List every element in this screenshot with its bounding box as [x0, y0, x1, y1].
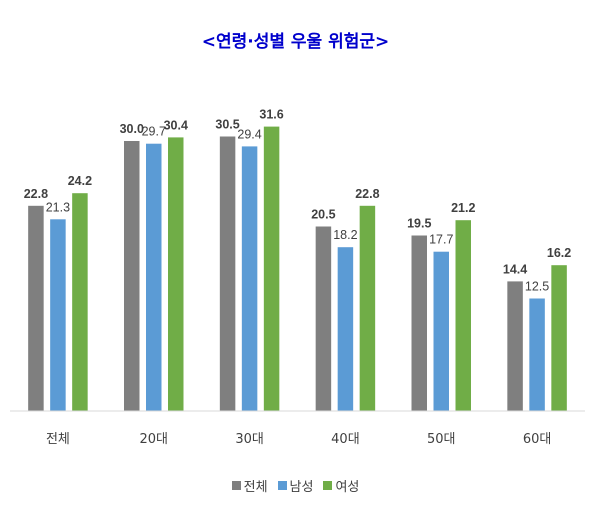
- category-label: 30대: [235, 432, 264, 447]
- bar-전체-20대: [124, 141, 140, 411]
- data-label-남성-20대: 29.7: [142, 125, 166, 139]
- data-label-여성-30대: 31.6: [259, 108, 283, 122]
- legend-item: 전체: [231, 476, 268, 495]
- legend-label: 남성: [289, 480, 314, 495]
- bar-전체-30대: [219, 136, 236, 411]
- data-label-여성-40대: 22.8: [355, 187, 379, 201]
- data-label-남성-40대: 18.2: [333, 228, 357, 242]
- data-label-남성-30대: 29.4: [237, 127, 261, 141]
- legend-swatch: [323, 481, 333, 490]
- legend-label: 여성: [335, 480, 360, 495]
- legend-swatch: [231, 481, 241, 490]
- category-label: 20대: [139, 432, 168, 447]
- bar-남성-60대: [529, 298, 545, 411]
- data-label-여성-전체: 24.2: [68, 174, 92, 188]
- category-label: 50대: [427, 432, 456, 447]
- data-label-남성-60대: 12.5: [525, 280, 549, 294]
- category-label: 전체: [46, 432, 70, 447]
- bar-남성-전체: [50, 219, 66, 411]
- legend-label: 전체: [243, 480, 268, 495]
- bar-여성-60대: [551, 265, 567, 411]
- data-label-전체-40대: 20.5: [311, 208, 335, 222]
- data-labels-layer: 22.821.324.230.029.730.4 30.529.431.620.5…: [24, 108, 572, 294]
- chart-title: <연령·성별 우울 위험군>: [201, 32, 390, 52]
- category-label: 60대: [523, 432, 552, 447]
- bars-layer: [28, 126, 567, 411]
- category-labels-layer: 전체 20대 30대 40대 50대 60대: [46, 432, 551, 447]
- data-label-전체-전체: 22.8: [24, 187, 48, 201]
- legend: 전체 남성 여성: [0, 476, 591, 495]
- bar-여성-40대: [359, 205, 376, 411]
- data-label-여성-50대: 21.2: [451, 201, 475, 215]
- legend-swatch: [277, 481, 287, 490]
- bar-남성-50대: [433, 251, 449, 411]
- data-label-전체-30대: 30.5: [215, 118, 239, 132]
- bar-전체-50대: [411, 235, 427, 411]
- data-label-여성-60대: 16.2: [547, 246, 571, 260]
- bar-여성-전체: [72, 193, 88, 411]
- data-label-전체-60대: 14.4: [503, 262, 527, 276]
- data-label-남성-50대: 17.7: [429, 233, 453, 247]
- bar-남성-30대: [241, 146, 258, 411]
- bar-전체-전체: [28, 205, 44, 411]
- bar-전체-40대: [315, 226, 332, 411]
- data-label-전체-20대: 30.0: [120, 122, 144, 136]
- legend-item: 여성: [323, 476, 359, 495]
- legend-item: 남성: [277, 476, 314, 495]
- bar-전체-60대: [507, 281, 523, 411]
- data-label-전체-50대: 19.5: [407, 217, 431, 231]
- bar-여성-50대: [455, 220, 471, 411]
- bar-여성-20대: [168, 137, 184, 411]
- data-label-여성-20대: 30.4: [164, 118, 188, 132]
- bar-여성-30대: [263, 126, 280, 411]
- bar-남성-20대: [146, 143, 162, 411]
- bar-남성-40대: [337, 247, 354, 411]
- data-label-남성-전체: 21.3: [46, 200, 70, 214]
- category-label: 40대: [331, 432, 360, 447]
